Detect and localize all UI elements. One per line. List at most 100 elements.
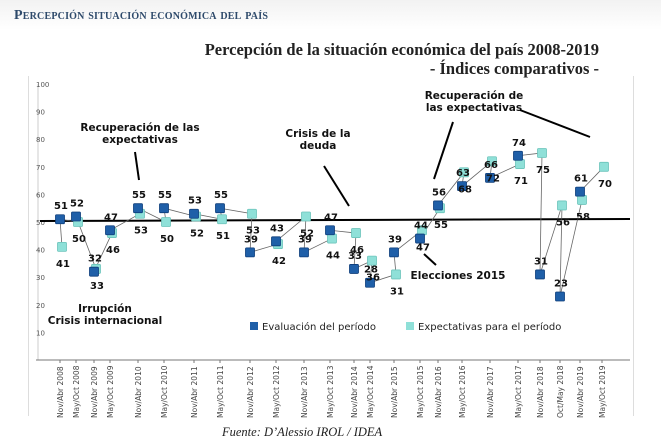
evaluacion-data-label: 39 xyxy=(244,234,258,245)
expectativas-data-label: 55 xyxy=(434,220,448,231)
x-tick-label: May/Oct 2015 xyxy=(416,365,425,418)
expectativas-point xyxy=(391,269,401,280)
evaluacion-data-label: 39 xyxy=(388,234,402,245)
evaluacion-point xyxy=(389,247,399,258)
expectativas-point xyxy=(57,241,67,252)
expectativas-data-label: 46 xyxy=(106,245,120,256)
expectativas-data-label: 53 xyxy=(134,226,148,237)
expectativas-data-label: 56 xyxy=(556,217,570,228)
annotation-arrow xyxy=(519,109,591,138)
expectativas-point xyxy=(327,233,337,244)
evaluacion-data-label: 51 xyxy=(54,201,68,212)
annotation-crisis-deuda: deuda xyxy=(300,140,337,152)
x-tick-label: Nov/Abr 2008 xyxy=(56,366,65,418)
expectativas-data-label: 50 xyxy=(160,234,174,245)
annotation-irrupcion: Irrupción xyxy=(78,303,132,315)
evaluacion-data-label: 55 xyxy=(158,190,172,201)
expectativas-point xyxy=(367,255,377,266)
expectativas-data-label: 31 xyxy=(390,286,404,297)
x-tick-label: Nov/Abr 2016 xyxy=(434,366,443,418)
expectativas-point xyxy=(301,211,311,222)
evaluacion-data-label: 55 xyxy=(214,190,228,201)
expectativas-data-label: 58 xyxy=(576,212,590,223)
evaluacion-point xyxy=(245,247,255,258)
x-tick-label: May/Oct 2009 xyxy=(106,365,115,418)
annotation-recuperacion-1: expectativas xyxy=(102,134,178,146)
annotation-arrow xyxy=(134,151,140,181)
expectativas-data-label: 41 xyxy=(56,259,70,270)
x-tick-label: May/Oct 2010 xyxy=(160,365,169,418)
evaluacion-data-label: 44 xyxy=(414,221,428,232)
evaluacion-data-label: 39 xyxy=(298,234,312,245)
annotation-irrupcion: Crisis internacional xyxy=(48,315,162,327)
expectativas-data-label: 70 xyxy=(598,179,612,190)
legend-label-evaluacion: Evaluación del período xyxy=(262,321,376,333)
evaluacion-point xyxy=(71,211,81,222)
expectativas-data-label: 50 xyxy=(72,234,86,245)
expectativas-point xyxy=(515,159,525,169)
y-tick-label: 30 xyxy=(36,274,45,282)
evaluacion-point xyxy=(433,200,443,211)
evaluacion-point xyxy=(535,269,545,280)
x-tick-label: May/Oct 2008 xyxy=(72,365,81,418)
x-tick-label: Nov/Abr 2018 xyxy=(536,366,545,418)
legend-swatch-evaluacion xyxy=(250,322,258,330)
evaluacion-point xyxy=(105,225,115,236)
evaluacion-point xyxy=(513,150,523,161)
evaluacion-data-label: 32 xyxy=(88,254,102,265)
source-note: Fuente: D’Alessio IROL / IDEA xyxy=(222,425,383,439)
evaluacion-point xyxy=(133,203,143,214)
evaluacion-data-label: 61 xyxy=(574,174,588,185)
x-tick-label: May/Oct 2012 xyxy=(272,365,281,418)
evaluacion-point xyxy=(55,214,65,225)
expectativas-point xyxy=(487,156,497,167)
evaluacion-point xyxy=(189,208,199,219)
expectativas-data-label: 46 xyxy=(350,245,364,256)
annotation-recuperacion-2: las expectativas xyxy=(426,102,522,114)
expectativas-point xyxy=(247,208,257,219)
expectativas-data-label: 75 xyxy=(536,165,550,176)
x-tick-label: Nov/Abr 2012 xyxy=(246,366,255,418)
expectativas-point xyxy=(537,148,547,158)
annotation-arrow xyxy=(323,165,350,207)
expectativas-data-label: 51 xyxy=(216,231,230,242)
expectativas-point xyxy=(459,167,469,178)
evaluacion-data-label: 47 xyxy=(324,212,338,223)
annotation-elecciones: Elecciones 2015 xyxy=(411,270,506,282)
y-tick-label: 80 xyxy=(36,136,45,144)
evaluacion-data-label: 56 xyxy=(432,187,446,198)
x-tick-label: Nov/Abr 2017 xyxy=(486,366,495,418)
evaluacion-data-label: 66 xyxy=(484,160,498,171)
expectativas-data-label: 47 xyxy=(416,242,430,253)
legend-label-expectativas: Expectativas para el período xyxy=(418,321,561,333)
evaluacion-point xyxy=(215,203,225,214)
y-tick-label: 60 xyxy=(36,191,45,199)
chart-frame xyxy=(28,76,634,416)
evaluacion-data-label: 55 xyxy=(132,190,146,201)
x-tick-label: Nov/Abr 2014 xyxy=(350,366,359,418)
evaluacion-point xyxy=(271,236,281,247)
evaluacion-point xyxy=(325,225,335,236)
x-tick-label: Nov/Abr 2019 xyxy=(576,366,585,418)
legend-swatch-expectativas xyxy=(406,322,414,330)
y-tick-label: 10 xyxy=(36,329,45,337)
expectativas-data-label: 44 xyxy=(326,251,340,262)
annotation-recuperacion-1: Recuperación de las xyxy=(80,122,199,134)
y-tick-label: 50 xyxy=(36,219,45,227)
evaluacion-point xyxy=(299,247,309,258)
expectativas-point xyxy=(557,200,567,211)
x-tick-label: May/Oct 2014 xyxy=(366,365,375,418)
annotation-crisis-deuda: Crisis de la xyxy=(285,128,350,140)
expectativas-point xyxy=(577,195,587,205)
evaluacion-point xyxy=(349,264,359,274)
x-tick-label: May/Oct 2017 xyxy=(514,365,523,418)
evaluacion-data-label: 23 xyxy=(554,279,568,290)
chart-title: Percepción de la situación económica del… xyxy=(204,40,599,59)
x-tick-label: Nov/Abr 2010 xyxy=(134,366,143,418)
evaluacion-data-label: 33 xyxy=(348,251,362,262)
x-tick-label: Nov/Abr 2015 xyxy=(390,366,399,418)
evaluacion-data-label: 28 xyxy=(364,265,378,276)
y-tick-label: 20 xyxy=(36,302,45,310)
x-tick-label: Nov/Abr 2011 xyxy=(190,366,199,418)
x-tick-label: Oct/May 2018 xyxy=(556,365,565,418)
